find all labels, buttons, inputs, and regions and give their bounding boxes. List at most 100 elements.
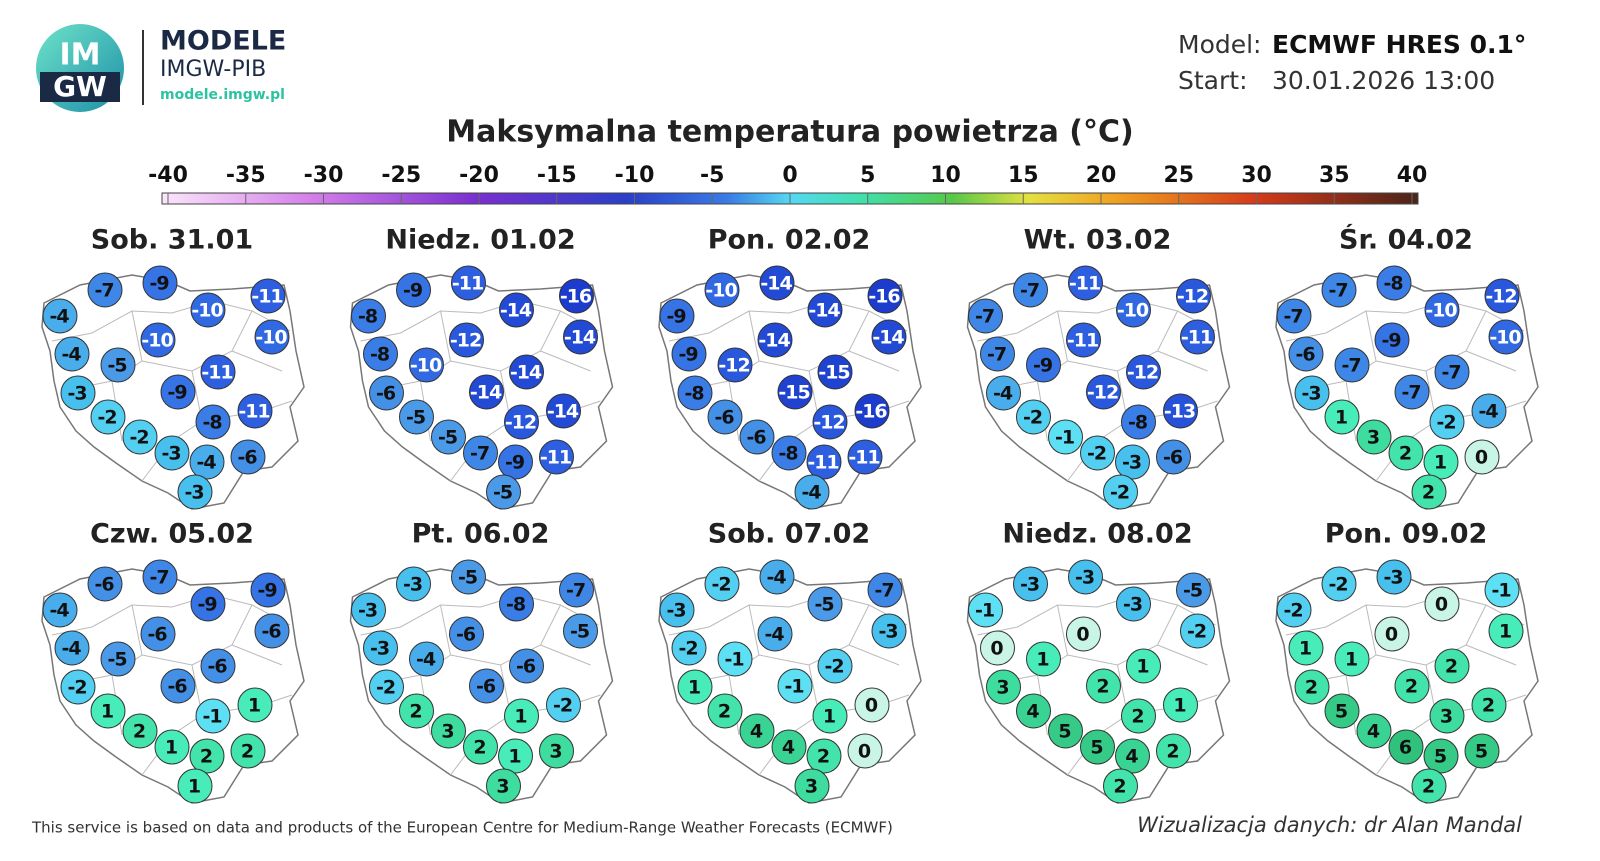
station-marker [486,768,521,804]
station-marker [968,298,1003,334]
station-value: -2 [97,407,116,429]
station-value: -4 [61,638,81,660]
station-marker [54,336,90,372]
station-value: -7 [1283,306,1302,328]
station-marker [1424,292,1460,328]
station-value: 2 [1113,776,1125,798]
source: This service is based on data and produc… [31,819,893,837]
station-marker [847,439,883,475]
station-value: -14 [470,382,502,404]
scale-tick-label: 40 [1397,163,1428,188]
station-marker [777,668,813,704]
station-value: -7 [149,567,168,589]
map: -2 -4-7-3 -5-3-4-2 -1 -21 -102 144 2 03 [658,559,922,804]
station-value: -4 [416,649,436,671]
station-value: 3 [1367,427,1379,449]
station-marker [431,419,466,455]
station-marker [559,278,594,314]
station-marker [539,439,574,475]
station-marker [1156,733,1191,769]
station-value: -8 [202,412,222,434]
station-marker [659,298,695,334]
station-value: 1 [165,737,177,759]
station-value: -6 [261,621,281,643]
station-marker [871,319,907,355]
station-value: -9 [167,382,186,404]
station-value: -1 [1491,580,1510,602]
station-marker [1488,319,1524,355]
station-marker [90,693,126,729]
station-value: -11 [1067,330,1098,352]
station-value: -6 [147,624,167,646]
station-value: -4 [1478,401,1498,423]
station-value: 3 [1440,706,1452,728]
station-value: -12 [1087,382,1118,404]
station-marker [54,630,90,666]
station-marker [717,347,753,383]
station-marker [539,733,574,769]
station-marker [469,668,504,704]
station-marker [195,698,231,734]
station-marker [237,393,273,429]
station-marker [771,729,807,765]
station-marker [817,648,853,684]
station-marker [1115,444,1150,480]
station-value: -6 [207,656,227,678]
station-value: -7 [470,443,489,465]
station-marker [1176,572,1211,608]
station-value: 2 [473,737,485,759]
station-value: -9 [1381,330,1400,352]
station-marker [704,272,740,308]
station-marker [1016,399,1051,435]
station-value: -16 [868,286,900,308]
station-value: -4 [196,452,216,474]
station-marker [190,586,226,622]
scale-tick-label: -5 [700,163,724,188]
station-marker [677,669,713,705]
station-value: 0 [865,695,878,717]
station-value: 2 [133,721,145,743]
station-marker [1434,648,1470,684]
station-marker [160,374,196,410]
station-marker [363,336,398,372]
station-value: 2 [1096,676,1108,698]
station-value: -8 [370,344,390,366]
station-value: -6 [746,427,766,449]
station-value: -14 [760,273,792,295]
station-value: -6 [1163,447,1183,469]
station-marker [546,393,581,429]
station-marker [499,586,534,622]
station-marker [1103,768,1138,804]
station-marker [1288,336,1324,372]
station-value: 2 [1305,677,1317,699]
station-marker [463,435,498,471]
station-value: 2 [1399,443,1411,465]
station-value: -8 [778,443,798,465]
station-value: -9 [403,280,422,302]
station-marker [250,278,286,314]
station-marker [177,768,213,804]
station-marker [1086,374,1121,410]
station-value: -5 [107,355,126,377]
station-value: 1 [1335,407,1347,429]
station-value: 4 [1026,701,1039,723]
station-value: 1 [1299,638,1311,660]
station-marker [509,648,544,684]
station-value: 3 [441,721,453,743]
station-marker [563,613,598,649]
station-value: -7 [874,580,893,602]
station-value: 2 [1166,741,1178,763]
station-value: -10 [705,280,737,302]
scale-tick-label: -30 [304,163,344,188]
station-value: 3 [996,677,1008,699]
station-marker [1394,374,1430,410]
station-value: -15 [818,362,849,384]
station-value: -9 [505,452,524,474]
station-marker [1334,641,1370,677]
station-marker [237,687,273,723]
station-value: 5 [1475,741,1487,763]
station-value: 0 [1475,447,1488,469]
station-value: -5 [1183,580,1202,602]
station-marker [1115,738,1150,774]
map: -9 -11-16-8 -14-14-12-8 -10 -14-6 -14-14-5 -12… [349,265,614,510]
